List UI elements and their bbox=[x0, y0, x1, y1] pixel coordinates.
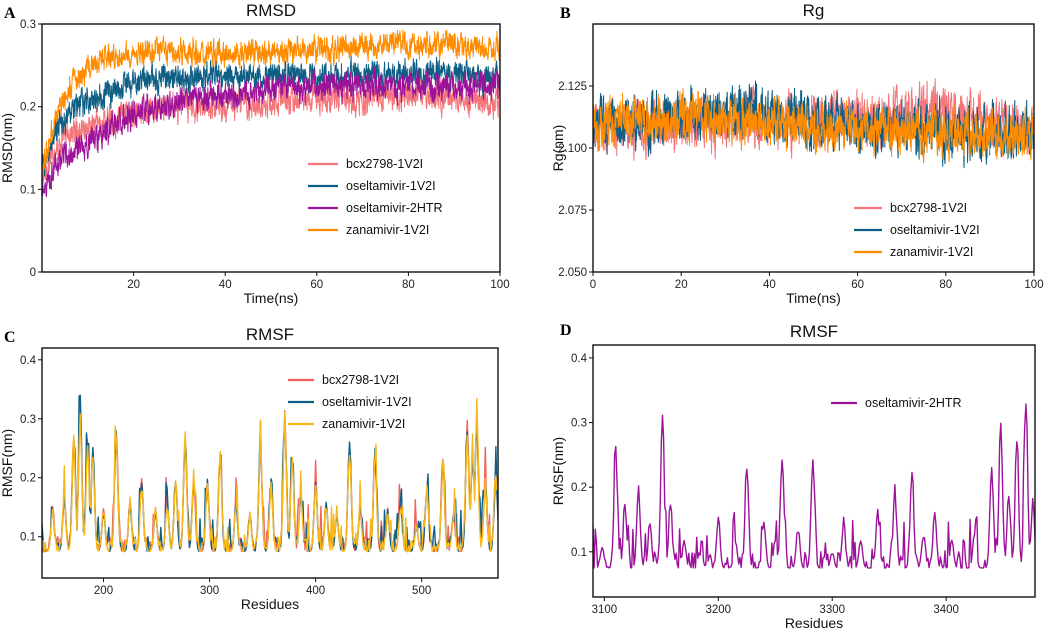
x-tick-label: 3300 bbox=[819, 604, 845, 616]
chart-title: RMSF bbox=[790, 322, 838, 341]
y-tick-label: 0.4 bbox=[571, 353, 588, 365]
x-tick-label: 300 bbox=[200, 585, 219, 597]
y-axis-label: RMSD(nm) bbox=[0, 113, 15, 183]
series-line-oseltamivir-2htr bbox=[42, 66, 500, 198]
panel-letter: A bbox=[4, 5, 16, 22]
plot-frame bbox=[41, 347, 499, 579]
plot-frame bbox=[592, 344, 1036, 598]
chart-title: RMSF bbox=[246, 325, 294, 344]
y-tick-label: 0.2 bbox=[20, 102, 36, 114]
y-tick-label: 0.1 bbox=[20, 184, 36, 196]
y-axis-label: RMSF(nm) bbox=[550, 437, 566, 505]
panel-letter: B bbox=[560, 5, 571, 22]
chart-title: RMSD bbox=[246, 1, 296, 20]
legend-label: oseltamivir-2HTR bbox=[346, 201, 443, 215]
legend-label: zanamivir-1V2I bbox=[322, 417, 405, 431]
series-group bbox=[593, 78, 1034, 169]
y-tick-label: 0.3 bbox=[571, 418, 587, 430]
x-tick-label: 500 bbox=[412, 585, 431, 597]
x-tick-label: 80 bbox=[939, 279, 952, 291]
x-axis-label: Time(ns) bbox=[786, 290, 841, 306]
legend-label: oseltamivir-2HTR bbox=[865, 396, 962, 410]
y-tick-label: 0.1 bbox=[571, 547, 587, 559]
y-tick-label: 0.2 bbox=[571, 482, 587, 494]
rmsf-panel-d: RMSF 3100 3200 3300 3400 0.1 0.2 0.3 0.4 Residues… bbox=[550, 322, 1036, 631]
y-tick-label: 0.1 bbox=[20, 532, 36, 544]
y-axis-label: RMSF(nm) bbox=[0, 429, 15, 497]
x-tick-label: 60 bbox=[310, 279, 323, 291]
x-tick-label: 400 bbox=[306, 585, 325, 597]
y-tick-label: 2.125 bbox=[558, 81, 587, 93]
x-tick-label: 60 bbox=[851, 279, 864, 291]
y-tick-label: 0.3 bbox=[20, 414, 36, 426]
y-tick-label: 0.4 bbox=[20, 355, 37, 367]
series-group bbox=[42, 29, 500, 198]
legend-label: bcx2798-1V2I bbox=[322, 373, 399, 387]
x-axis-label: Residues bbox=[785, 615, 843, 631]
y-tick-label: 0.3 bbox=[20, 19, 36, 31]
y-axis-label: Rg(nm) bbox=[550, 125, 566, 172]
series-line-bcx2798-1v2i bbox=[593, 78, 1034, 161]
x-tick-label: 20 bbox=[675, 279, 688, 291]
series-line-oseltamivir-1v2i bbox=[42, 54, 500, 177]
legend-label: bcx2798-1V2I bbox=[890, 201, 967, 215]
x-tick-label: 100 bbox=[1024, 279, 1043, 291]
plot-frame bbox=[41, 23, 501, 273]
legend-label: oseltamivir-1V2I bbox=[322, 395, 412, 409]
series-line-zanamivir-1v2i bbox=[42, 29, 500, 179]
x-tick-label: 100 bbox=[490, 279, 509, 291]
series-line-oseltamivir-2htr bbox=[593, 403, 1035, 569]
x-tick-label: 3100 bbox=[592, 604, 618, 616]
legend-label: zanamivir-1V2I bbox=[890, 245, 973, 259]
x-tick-label: 80 bbox=[402, 279, 415, 291]
series-line-zanamivir-1v2i bbox=[593, 88, 1034, 164]
chart-title: Rg bbox=[803, 1, 825, 20]
series-group bbox=[593, 403, 1035, 569]
y-tick-label: 2.100 bbox=[558, 143, 587, 155]
series-group bbox=[42, 394, 498, 553]
y-tick-label: 2.075 bbox=[558, 205, 587, 217]
legend-label: bcx2798-1V2I bbox=[346, 157, 423, 171]
y-tick-label: 0.2 bbox=[20, 473, 36, 485]
x-axis-label: Time(ns) bbox=[244, 290, 299, 306]
rmsd-panel: RMSD 20 40 60 80 100 0 0.1 0.2 0.3 Time(ns) RMSD(nm… bbox=[0, 1, 510, 306]
panel-letter: D bbox=[560, 322, 572, 339]
rmsf-panel-c: RMSF 200 300 400 500 0.1 0.2 0.3 0.4 Residues RMSF… bbox=[0, 325, 499, 612]
x-tick-label: 3400 bbox=[933, 604, 959, 616]
x-tick-label: 40 bbox=[219, 279, 232, 291]
legend-label: zanamivir-1V2I bbox=[346, 223, 429, 237]
legend-label: oseltamivir-1V2I bbox=[890, 223, 980, 237]
rg-panel: Rg 0 20 40 60 80 100 2.050 2.075 2.100 2.125 Time(n… bbox=[550, 1, 1044, 306]
x-tick-label: 40 bbox=[763, 279, 776, 291]
x-tick-label: 20 bbox=[127, 279, 140, 291]
legend-label: oseltamivir-1V2I bbox=[346, 179, 436, 193]
series-line-zanamivir-1v2i bbox=[42, 397, 498, 553]
y-tick-label: 0 bbox=[30, 267, 36, 279]
x-tick-label: 200 bbox=[94, 585, 113, 597]
x-tick-label: 0 bbox=[590, 279, 596, 291]
y-tick-label: 2.050 bbox=[558, 267, 587, 279]
panel-letter: C bbox=[4, 329, 16, 346]
x-tick-label: 3200 bbox=[706, 604, 732, 616]
x-axis-label: Residues bbox=[241, 596, 299, 612]
